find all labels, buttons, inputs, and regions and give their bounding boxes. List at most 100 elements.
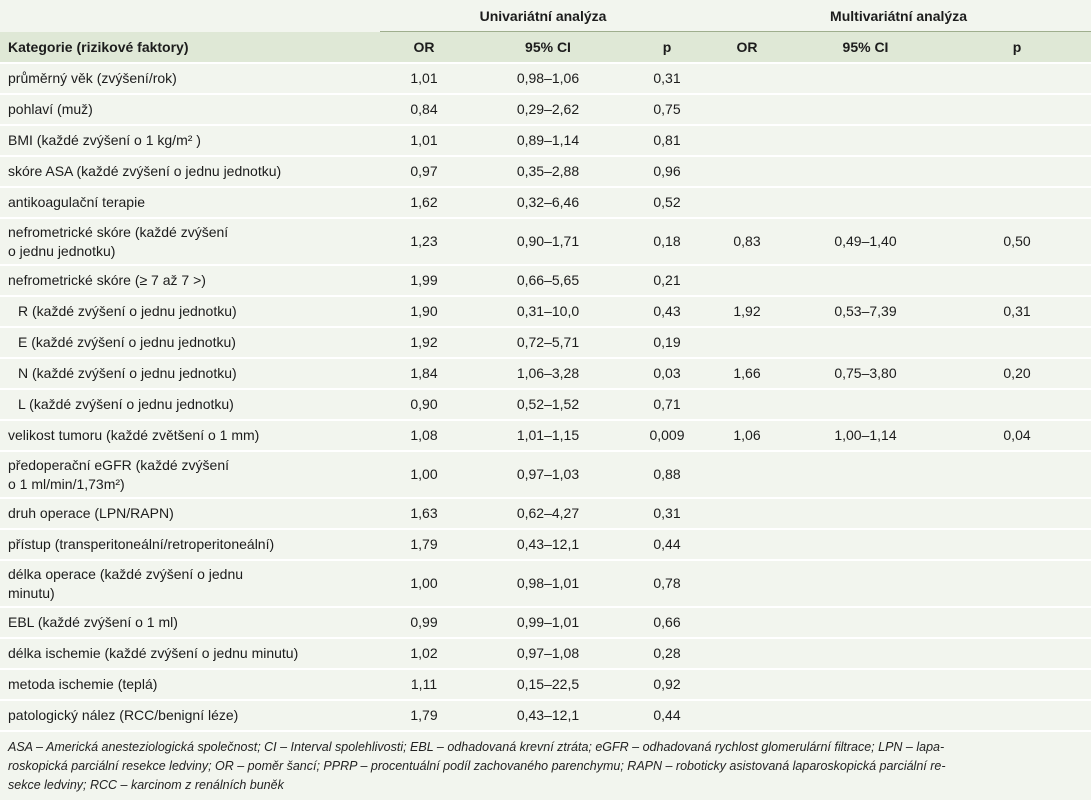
uni-p-cell: 0,18 xyxy=(628,218,706,266)
multi-ci-header: 95% CI xyxy=(788,31,943,64)
uni-or-cell: 1,01 xyxy=(380,63,468,95)
uni-ci-cell: 0,98–1,06 xyxy=(468,63,628,95)
uni-p-cell: 0,43 xyxy=(628,296,706,328)
uni-or-cell: 1,84 xyxy=(380,358,468,390)
risk-factor-label-text: nefrometrické skóre (≥ 7 až 7 >) xyxy=(8,272,206,288)
table-row: E (každé zvýšení o jednu jednotku) 1,92 0,… xyxy=(0,327,1091,359)
group-header-row: Univariátní analýza Multivariátní analýz… xyxy=(0,0,1091,32)
uni-p-cell: 0,31 xyxy=(628,63,706,95)
table-row: délka operace (každé zvýšení o jednu minu… xyxy=(0,560,1091,608)
uni-ci-cell: 0,62–4,27 xyxy=(468,498,628,530)
multi-or-cell xyxy=(706,700,788,732)
multi-or-cell xyxy=(706,156,788,188)
risk-factor-label-text: délka ischemie (každé zvýšení o jednu mi… xyxy=(8,645,299,661)
multi-p-cell xyxy=(943,125,1091,157)
multi-ci-cell: 0,53–7,39 xyxy=(788,296,943,328)
risk-factor-label-text: E (každé zvýšení o jednu jednotku) xyxy=(18,334,236,350)
multi-ci-cell xyxy=(788,560,943,608)
uni-p-cell: 0,19 xyxy=(628,327,706,359)
uni-p-cell: 0,44 xyxy=(628,529,706,561)
group-header-empty xyxy=(0,0,380,32)
uni-ci-cell: 0,43–12,1 xyxy=(468,700,628,732)
uni-or-cell: 1,01 xyxy=(380,125,468,157)
uni-ci-cell: 0,66–5,65 xyxy=(468,265,628,297)
risk-factor-label-text: průměrný věk (zvýšení/rok) xyxy=(8,70,177,86)
risk-factor-label-text: L (každé zvýšení o jednu jednotku) xyxy=(18,396,234,412)
multi-or-cell xyxy=(706,498,788,530)
uni-ci-header: 95% CI xyxy=(468,31,628,64)
risk-factor-label-text: pohlaví (muž) xyxy=(8,101,93,117)
uni-p-cell: 0,21 xyxy=(628,265,706,297)
multi-ci-cell xyxy=(788,669,943,701)
footnote-line: roskopická parciální resekce ledviny; OR… xyxy=(8,759,946,773)
uni-ci-cell: 0,35–2,88 xyxy=(468,156,628,188)
multi-p-header: p xyxy=(943,31,1091,64)
table-row: metoda ischemie (teplá) 1,11 0,15–22,5 0,92 xyxy=(0,669,1091,701)
uni-p-cell: 0,31 xyxy=(628,498,706,530)
uni-ci-cell: 0,52–1,52 xyxy=(468,389,628,421)
risk-factor-label-text-cont: o jednu jednotku) xyxy=(8,242,116,259)
risk-factor-label: skóre ASA (každé zvýšení o jednu jednotk… xyxy=(0,156,380,188)
multi-p-cell: 0,31 xyxy=(943,296,1091,328)
uni-or-cell: 1,00 xyxy=(380,560,468,608)
multi-p-cell xyxy=(943,187,1091,219)
uni-ci-cell: 0,31–10,0 xyxy=(468,296,628,328)
multivariate-group-header: Multivariátní analýza xyxy=(706,0,1091,32)
table-row: EBL (každé zvýšení o 1 ml) 0,99 0,99–1,01 0… xyxy=(0,607,1091,639)
multi-p-cell xyxy=(943,498,1091,530)
multi-or-cell xyxy=(706,529,788,561)
uni-ci-cell: 0,43–12,1 xyxy=(468,529,628,561)
univariate-group-header: Univariátní analýza xyxy=(380,0,706,32)
uni-p-cell: 0,81 xyxy=(628,125,706,157)
risk-factor-label: N (každé zvýšení o jednu jednotku) xyxy=(0,358,380,390)
multi-ci-cell xyxy=(788,63,943,95)
multi-p-cell: 0,20 xyxy=(943,358,1091,390)
multi-or-cell xyxy=(706,451,788,499)
table-row: patologický nález (RCC/benigní léze) 1,79… xyxy=(0,700,1091,732)
footnote-line: ASA – Americká anesteziologická společno… xyxy=(8,740,945,754)
risk-factor-label: délka operace (každé zvýšení o jednu minu… xyxy=(0,560,380,608)
multi-or-cell xyxy=(706,125,788,157)
table-row: druh operace (LPN/RAPN) 1,63 0,62–4,27 0,31 xyxy=(0,498,1091,530)
uni-ci-cell: 0,29–2,62 xyxy=(468,94,628,126)
table-row: skóre ASA (každé zvýšení o jednu jednotk… xyxy=(0,156,1091,188)
multi-p-cell xyxy=(943,669,1091,701)
multi-p-cell xyxy=(943,389,1091,421)
uni-or-cell: 1,90 xyxy=(380,296,468,328)
multi-p-cell xyxy=(943,94,1091,126)
risk-factor-label-text-cont: minutu) xyxy=(8,584,55,601)
multi-or-header: OR xyxy=(706,31,788,64)
uni-ci-cell: 0,97–1,08 xyxy=(468,638,628,670)
multi-ci-cell: 0,75–3,80 xyxy=(788,358,943,390)
uni-or-cell: 1,79 xyxy=(380,529,468,561)
risk-factor-label: délka ischemie (každé zvýšení o jednu mi… xyxy=(0,638,380,670)
table-row: délka ischemie (každé zvýšení o jednu mi… xyxy=(0,638,1091,670)
abbreviations-footnote: ASA – Americká anesteziologická společno… xyxy=(0,732,1091,795)
multi-or-cell: 1,66 xyxy=(706,358,788,390)
multi-ci-cell xyxy=(788,156,943,188)
risk-factor-label-text: přístup (transperitoneální/retroperitone… xyxy=(8,536,275,552)
risk-factor-label-text-cont: o 1 ml/min/1,73m²) xyxy=(8,475,125,492)
multi-or-cell xyxy=(706,94,788,126)
multi-or-cell: 0,83 xyxy=(706,218,788,266)
risk-factor-label: L (každé zvýšení o jednu jednotku) xyxy=(0,389,380,421)
multi-p-cell xyxy=(943,265,1091,297)
uni-or-header: OR xyxy=(380,31,468,64)
uni-or-cell: 0,99 xyxy=(380,607,468,639)
risk-factor-label: R (každé zvýšení o jednu jednotku) xyxy=(0,296,380,328)
risk-factor-label: BMI (každé zvýšení o 1 kg/m² ) xyxy=(0,125,380,157)
uni-ci-cell: 0,98–1,01 xyxy=(468,560,628,608)
uni-ci-cell: 0,89–1,14 xyxy=(468,125,628,157)
multi-or-cell xyxy=(706,669,788,701)
risk-factor-label-text: antikoagulační terapie xyxy=(8,194,145,210)
uni-p-cell: 0,009 xyxy=(628,420,706,452)
risk-factor-label: přístup (transperitoneální/retroperitone… xyxy=(0,529,380,561)
multi-ci-cell: 1,00–1,14 xyxy=(788,420,943,452)
multi-or-cell xyxy=(706,327,788,359)
category-header: Kategorie (rizikové faktory) xyxy=(0,31,380,64)
uni-ci-cell: 0,72–5,71 xyxy=(468,327,628,359)
multi-or-cell xyxy=(706,265,788,297)
multi-ci-cell xyxy=(788,607,943,639)
multi-p-cell xyxy=(943,560,1091,608)
uni-p-cell: 0,44 xyxy=(628,700,706,732)
